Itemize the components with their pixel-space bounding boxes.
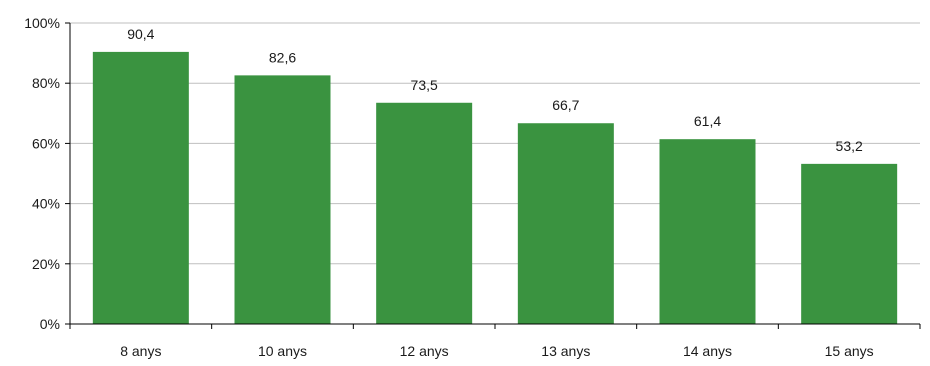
data-label: 73,5 [411,77,438,93]
bar [92,51,189,325]
y-tick-label: 60% [32,135,60,151]
data-label: 82,6 [269,49,296,65]
y-tick-label: 40% [32,196,60,212]
y-tick-label: 80% [32,75,60,91]
y-tick-label: 20% [32,256,60,272]
bar [517,123,614,324]
data-label: 90,4 [127,26,154,42]
bar [234,75,331,325]
y-tick-label: 0% [40,316,60,332]
x-tick-label: 14 anys [683,343,732,359]
gridlines [70,22,920,265]
x-tick-label: 15 anys [825,343,874,359]
data-label: 66,7 [552,97,579,113]
data-label: 53,2 [836,138,863,154]
bars [92,51,898,325]
bar [659,139,756,324]
x-tick-label: 12 anys [400,343,449,359]
bar [376,102,473,324]
x-tick-label: 13 anys [541,343,590,359]
data-label: 61,4 [694,113,721,129]
labels: 0% 20% 40% 60% 80% 100% 90,4 8 anys 82,6 10 anys 7… [24,15,874,359]
y-tick-label: 100% [24,15,60,31]
x-tick-label: 10 anys [258,343,307,359]
bar [801,163,898,324]
x-tick-label: 8 anys [120,343,161,359]
axes [65,22,921,329]
